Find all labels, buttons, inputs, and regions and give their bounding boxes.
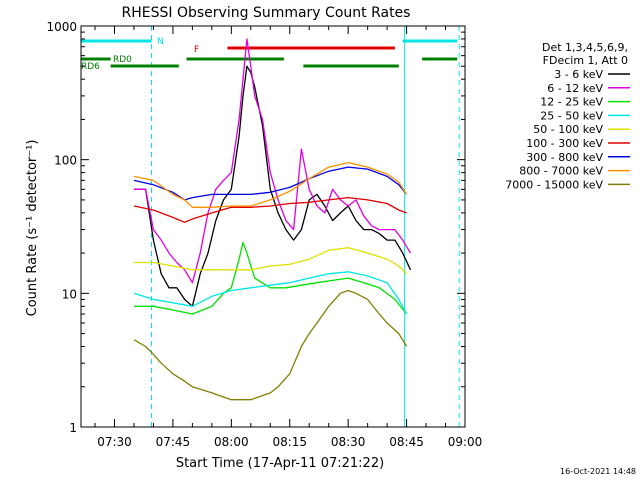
flag-label-rd0: RD0 [113,55,132,65]
series-line-7 [133,161,408,208]
series-line-3 [133,271,408,315]
plot-area: N F RD0 RD6 1 10 100 1000 07:30 07:45 08:00 08:15 08… [46,20,482,449]
x-tick-label: 08:00 [214,435,249,449]
x-tick-label: 08:15 [272,435,307,449]
flag-label-rd6: RD6 [81,62,100,72]
series-line-1 [134,38,412,284]
legend-label-2: 12 - 25 keV [540,96,603,109]
legend-label-6: 300 - 800 keV [526,151,603,164]
flag-label-n: N [157,37,164,47]
x-tick-label: 07:30 [97,435,132,449]
y-tick-label: 100 [54,154,77,168]
legend-title-line-2: FDecim 1, Att 0 [543,54,628,67]
x-axis-label: Start Time (17-Apr-11 07:21:22) [176,456,384,471]
legend-label-7: 800 - 7000 keV [519,165,603,178]
y-tick-label: 1 [69,421,77,435]
axes-frame [80,25,466,428]
y-tick-label: 1000 [46,20,77,34]
series-line-0 [134,65,412,307]
legend-label-8: 7000 - 15000 keV [505,178,603,191]
x-tick-label: 09:00 [448,435,483,449]
series-line-5 [133,196,407,223]
legend-label-3: 25 - 50 keV [540,109,603,122]
flag-label-f: F [194,45,199,55]
x-tick-label: 08:30 [331,435,366,449]
legend-label-0: 3 - 6 keV [554,68,603,81]
series-line-2 [134,241,408,315]
legend-title-line-1: Det 1,3,4,5,6,9, [542,41,628,54]
x-tick-label: 08:45 [389,435,424,449]
timestamp: 16-Oct-2021 14:48 [560,467,636,476]
series-line-8 [133,289,408,401]
x-tick-label: 07:45 [156,435,191,449]
chart-title: RHESSI Observing Summary Count Rates [122,5,411,21]
y-axis-label: Count Rate (s⁻¹ detector⁻¹) [25,140,40,317]
y-tick-label: 10 [62,287,77,301]
legend-label-5: 100 - 300 keV [526,137,603,150]
legend-label-1: 6 - 12 keV [547,82,603,95]
series-line-4 [134,246,408,275]
legend-label-4: 50 - 100 keV [533,123,603,136]
